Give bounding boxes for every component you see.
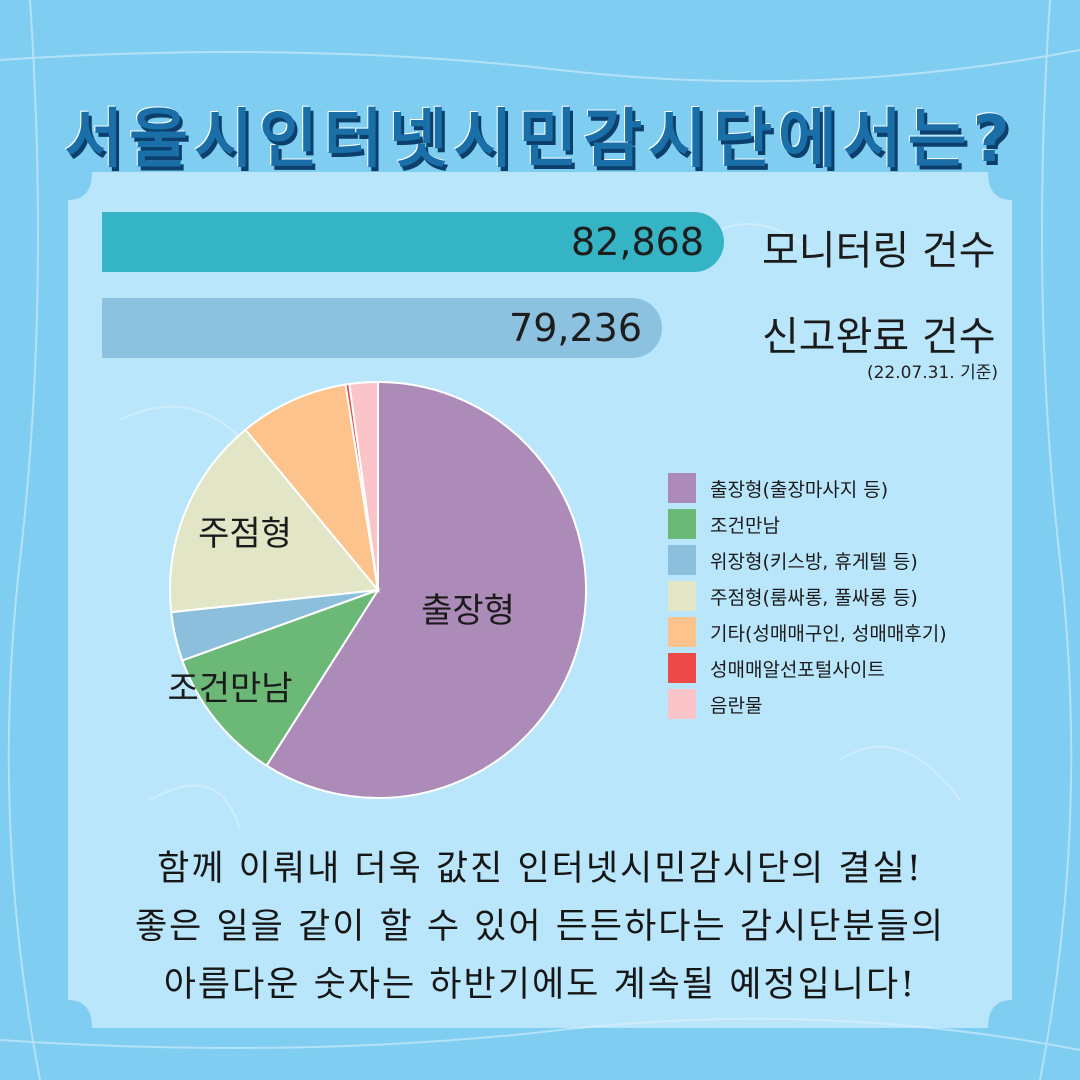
bottom-line-3: 아름다운 숫자는 하반기에도 계속될 예정입니다! [163,965,917,1005]
legend-item-1: 조건만남 [668,506,947,542]
bar-monitoring-label: 모니터링 건수 [762,228,996,274]
legend-swatch-3 [668,581,696,611]
bar-reported: 79,236 [102,298,662,358]
legend-swatch-1 [668,509,696,539]
legend-label-2: 위장형(키스방, 휴게텔 등) [710,550,918,573]
legend-swatch-4 [668,617,696,647]
legend-swatch-0 [668,473,696,503]
legend-swatch-2 [668,545,696,575]
legend-label-4: 기타(성매매구인, 성매매후기) [710,622,947,645]
bottom-line-1: 함께 이뤄내 더욱 값진 인터넷시민감시단의 결실! [157,849,923,889]
pie-slice-6 [348,380,379,591]
pie-slice-3 [169,428,380,614]
page-title: 서울시인터넷시민감시단에서는? [64,103,1016,177]
legend-item-3: 주점형(룸싸롱, 풀싸롱 등) [668,578,947,614]
bar-reported-value: 79,236 [509,306,642,350]
legend-item-6: 음란물 [668,686,947,722]
legend-item-0: 출장형(출장마사지 등) [668,470,947,506]
legend-item-4: 기타(성매매구인, 성매매후기) [668,614,947,650]
pie-label-0: 출장형 [421,591,515,631]
legend-label-1: 조건만남 [710,514,780,537]
pie-slice-0 [265,380,587,799]
legend-swatch-6 [668,689,696,719]
legend-label-5: 성매매알선포털사이트 [710,658,885,681]
pie-slice-1 [181,588,381,768]
pie-label-3: 주점형 [198,514,292,554]
legend-label-6: 음란물 [710,694,763,717]
legend-swatch-5 [668,653,696,683]
legend-item-5: 성매매알선포털사이트 [668,650,947,686]
bar-reported-label: 신고완료 건수 [762,314,996,360]
legend-label-3: 주점형(룸싸롱, 풀싸롱 등) [710,586,918,609]
date-note: (22.07.31. 기준) [866,363,998,383]
pie-slice-4 [244,383,380,594]
bottom-message: 함께 이뤄내 더욱 값진 인터넷시민감시단의 결실! 좋은 일을 같이 할 수 … [0,840,1080,1014]
pie-label-1: 조건만남 [167,669,292,709]
bar-monitoring: 82,868 [102,212,724,272]
legend-item-2: 위장형(키스방, 휴게텔 등) [668,542,947,578]
bar-monitoring-value: 82,868 [571,220,704,264]
legend-label-0: 출장형(출장마사지 등) [710,478,889,501]
bottom-line-2: 좋은 일을 같이 할 수 있어 든든하다는 감시단분들의 [134,907,946,947]
